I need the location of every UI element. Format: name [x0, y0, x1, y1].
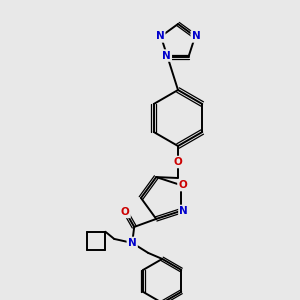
- Text: O: O: [174, 157, 182, 167]
- Text: O: O: [121, 207, 130, 217]
- Text: N: N: [179, 206, 188, 216]
- Text: O: O: [178, 180, 187, 190]
- Text: N: N: [128, 238, 136, 248]
- Text: N: N: [192, 32, 200, 41]
- Text: N: N: [155, 32, 164, 41]
- Text: N: N: [162, 51, 171, 61]
